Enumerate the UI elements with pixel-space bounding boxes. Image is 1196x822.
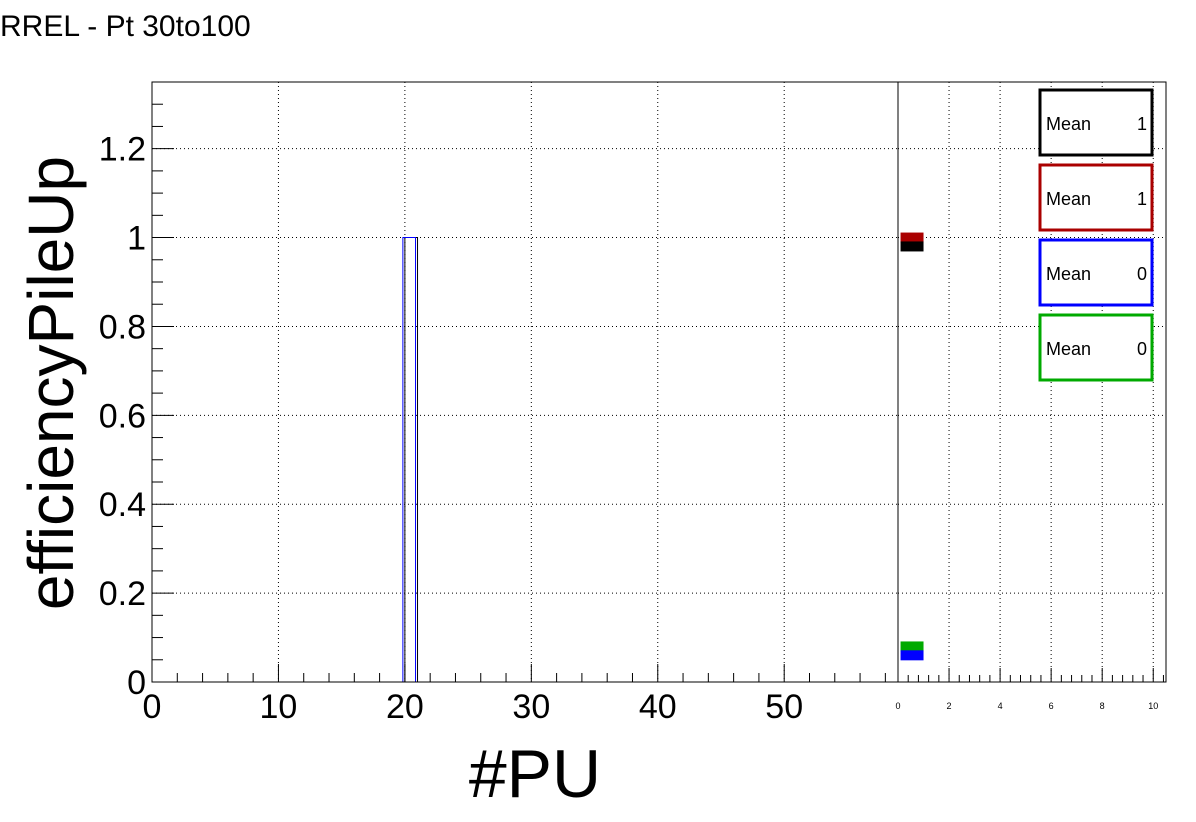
stats-box-frame — [1038, 238, 1154, 307]
y-tick-label: 0.4 — [99, 486, 146, 524]
y-axis-label: efficiencyPileUp — [15, 156, 87, 610]
series-bar — [900, 650, 924, 661]
chart-title: RREL - Pt 30to100 — [0, 10, 251, 43]
stats-box: Mean 1 — [1038, 163, 1154, 232]
series-bar — [900, 232, 924, 243]
stats-boxes: Mean 1 Mean 1 Mean 0 Mean 0 — [1038, 88, 1154, 382]
stats-value: 1 — [1137, 114, 1147, 134]
stats-box: Mean 0 — [1038, 313, 1154, 382]
x-tick-label: 10 — [1148, 701, 1158, 711]
x-tick-label: 2 — [947, 701, 952, 711]
secondary-plot-panel: 0 2 4 6 8 10 — [895, 81, 1167, 711]
stats-value: 1 — [1137, 189, 1147, 209]
y-tick-label: 1 — [127, 220, 146, 258]
histogram-bar — [152, 237, 898, 683]
stats-label: Mean — [1046, 339, 1091, 359]
x-axis-label: #PU — [469, 736, 601, 812]
stats-box: Mean 0 — [1038, 238, 1154, 307]
stats-label: Mean — [1046, 264, 1091, 284]
x-tick-label: 40 — [639, 688, 677, 726]
x-tick-label: 4 — [998, 701, 1003, 711]
stats-box: Mean 1 — [1038, 88, 1154, 157]
y-tick-label: 0.8 — [99, 308, 146, 346]
x-tick-label: 0 — [895, 701, 900, 711]
series-bar — [900, 241, 924, 252]
stats-label: Mean — [1046, 114, 1091, 134]
secondary-plot-frame — [897, 81, 1167, 683]
main-plot-panel: 0 10 20 30 40 50 0 0.2 0.4 0.6 0.8 1 1.2 — [99, 81, 899, 726]
x-tick-label: 6 — [1049, 701, 1054, 711]
x-tick-label: 30 — [512, 688, 550, 726]
x-tick-label: 8 — [1100, 701, 1105, 711]
y-tick-label: 1.2 — [99, 131, 146, 169]
stats-value: 0 — [1137, 339, 1147, 359]
x-tick-label: 10 — [260, 688, 298, 726]
stats-box-frame — [1038, 163, 1154, 232]
stats-label: Mean — [1046, 189, 1091, 209]
stats-box-frame — [1038, 88, 1154, 157]
series-bar — [900, 641, 924, 652]
main-plot-frame — [151, 81, 899, 683]
x-tick-label: 50 — [765, 688, 803, 726]
x-tick-label: 20 — [386, 688, 424, 726]
y-tick-label: 0.6 — [99, 397, 146, 435]
x-tick-label: 0 — [143, 688, 162, 726]
y-tick-label: 0.2 — [99, 575, 146, 613]
stats-box-frame — [1038, 313, 1154, 382]
stats-value: 0 — [1137, 264, 1147, 284]
histogram-bar — [152, 237, 898, 683]
y-tick-label: 0 — [127, 664, 146, 702]
